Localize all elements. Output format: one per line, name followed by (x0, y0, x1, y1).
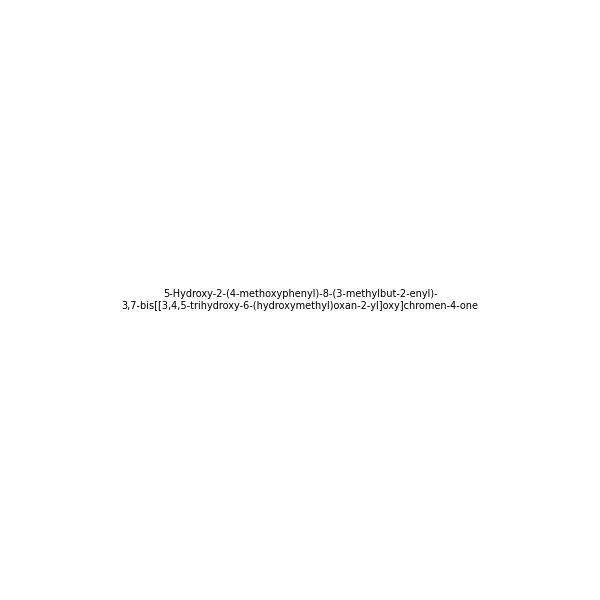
Text: 5-Hydroxy-2-(4-methoxyphenyl)-8-(3-methylbut-2-enyl)-
3,7-bis[[3,4,5-trihydroxy-: 5-Hydroxy-2-(4-methoxyphenyl)-8-(3-methy… (121, 289, 479, 311)
